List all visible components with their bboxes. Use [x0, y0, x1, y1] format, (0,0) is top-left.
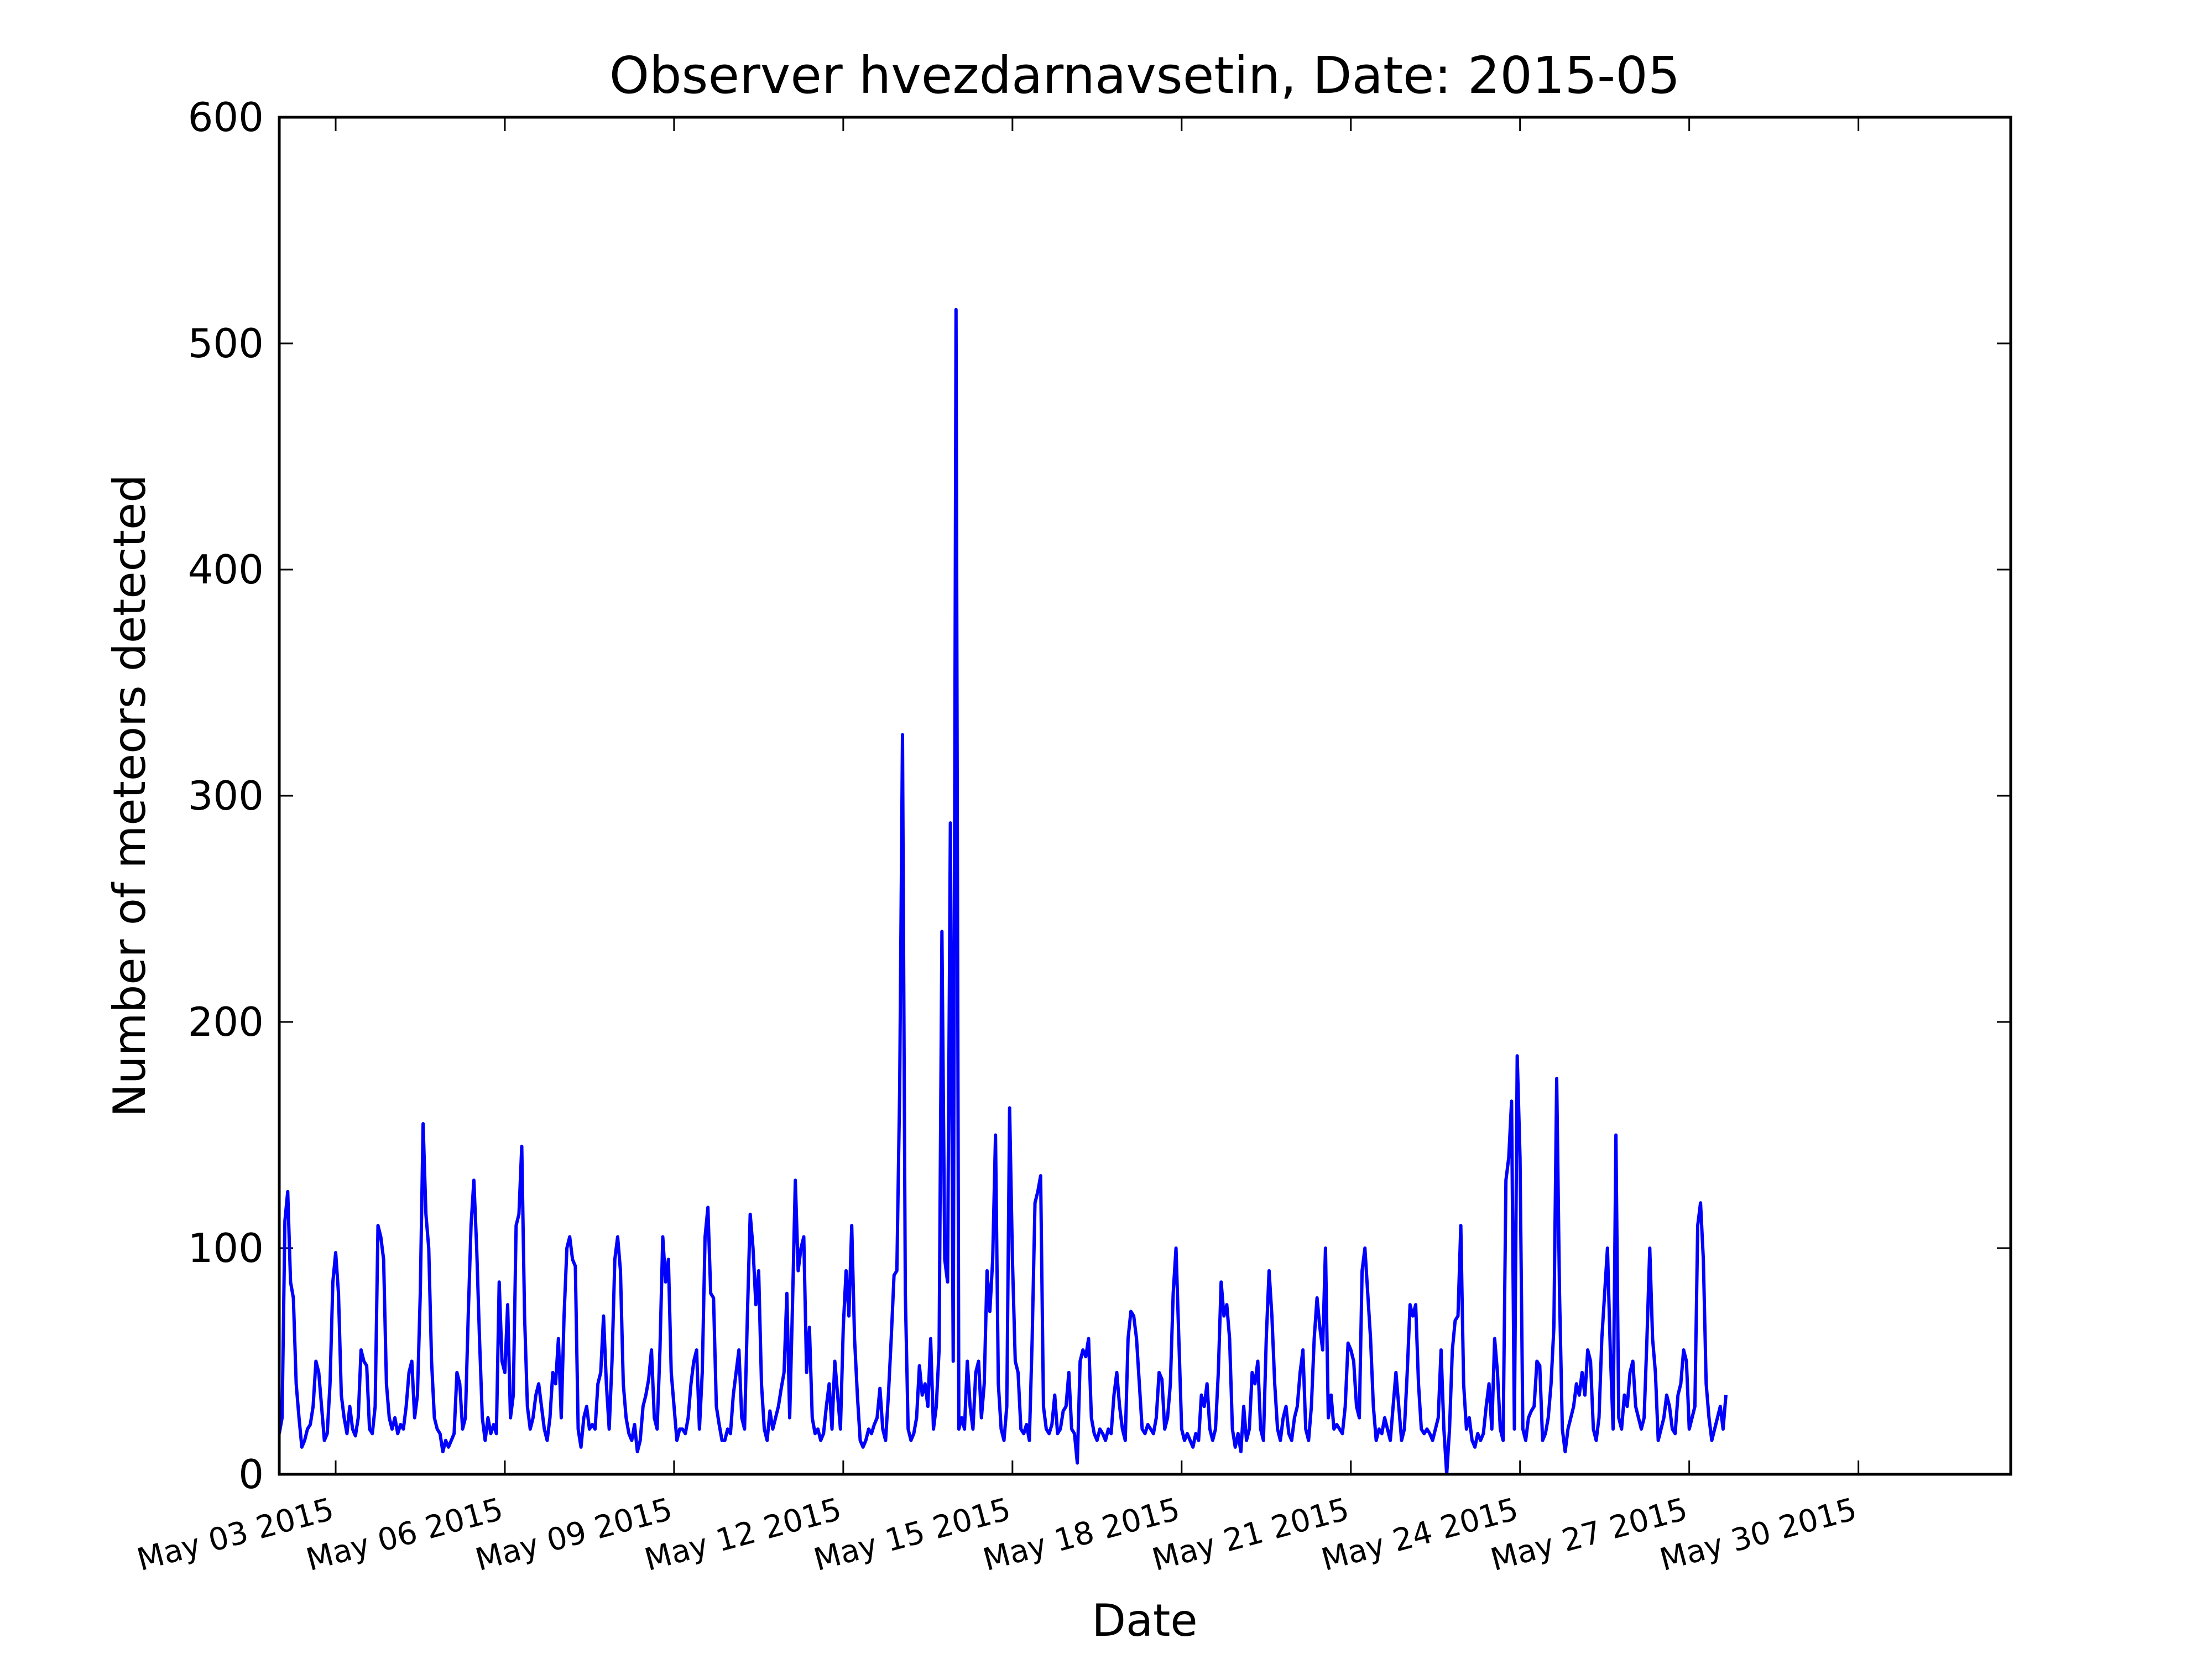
- x-tick-label: May 18 2015: [979, 1491, 1184, 1578]
- chart-title: Observer hvezdarnavsetin, Date: 2015-05: [609, 46, 1681, 105]
- y-tick-label: 400: [188, 546, 264, 593]
- x-tick-label: May 24 2015: [1318, 1491, 1522, 1578]
- y-tick-label: 300: [188, 773, 264, 819]
- x-axis-label: Date: [1092, 1595, 1197, 1646]
- y-tick-label: 100: [188, 1225, 264, 1271]
- y-axis: 0 100 200 300 400 500 600: [188, 94, 2011, 1498]
- plot-frame: [278, 116, 2012, 1476]
- x-tick-label: May 12 2015: [641, 1491, 846, 1578]
- x-tick-label: May 27 2015: [1487, 1491, 1692, 1578]
- x-tick-label: May 06 2015: [302, 1491, 507, 1578]
- y-tick-label: 500: [188, 320, 264, 367]
- series-line-meteors: [279, 307, 1728, 1474]
- y-tick-label: 200: [188, 999, 264, 1045]
- plot-area: [279, 307, 1728, 1474]
- x-tick-label: May 21 2015: [1149, 1491, 1353, 1578]
- x-tick-label: May 30 2015: [1656, 1491, 1861, 1578]
- y-axis-label: Number of meteors detected: [104, 474, 155, 1117]
- x-tick-label: May 09 2015: [472, 1491, 676, 1578]
- x-tick-label: May 03 2015: [133, 1491, 338, 1578]
- y-tick-label: 600: [188, 94, 264, 140]
- x-tick-label: May 15 2015: [810, 1491, 1015, 1578]
- y-tick-label: 0: [238, 1451, 264, 1498]
